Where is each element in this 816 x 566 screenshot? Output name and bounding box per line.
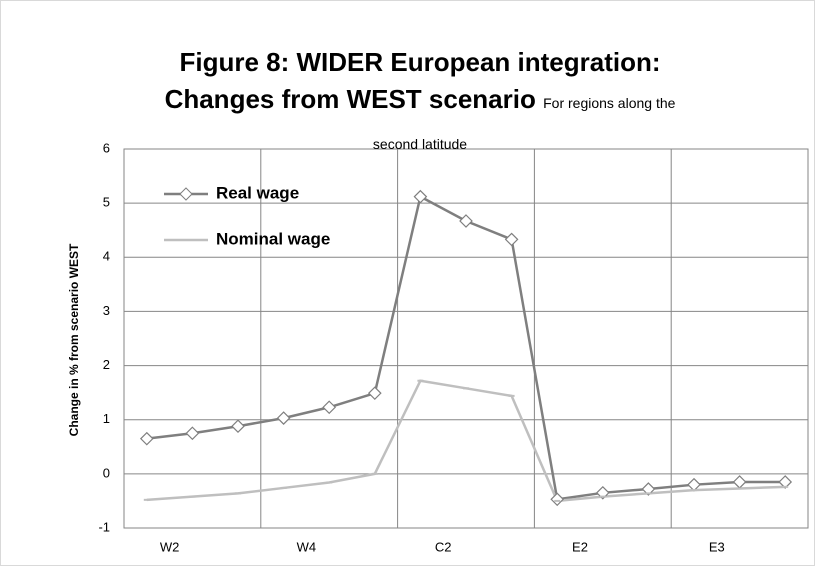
y-tick-label: 1 [103,411,110,426]
legend-marker [179,187,193,201]
y-tick-label: 6 [103,140,110,155]
y-tick-label: 0 [103,465,110,480]
x-tick-label: W4 [297,539,317,554]
data-point [778,475,793,489]
y-tick-label: 2 [103,357,110,372]
chart-subtitle: For regions along the second latitude [372,95,676,152]
data-point [139,431,154,446]
chart-title-block: Figure 8: WIDER European integration: Ch… [150,44,690,163]
legend-label: Real wage [216,183,299,202]
data-point [641,482,656,496]
y-tick-label: -1 [98,519,110,534]
data-point [367,386,382,401]
y-tick-label: 5 [103,195,110,210]
data-point [231,419,245,434]
plot-border [123,148,809,529]
data-point [504,232,519,247]
data-point [276,411,291,425]
data-point [550,492,565,507]
x-tick-label: E2 [572,539,588,554]
y-tick-label: 3 [103,303,110,318]
legend-label: Nominal wage [216,229,330,248]
data-point [413,189,428,204]
data-point [732,475,747,489]
x-tick-label: W2 [160,539,180,554]
x-tick-label: C2 [435,539,452,554]
data-point [459,214,473,228]
chart-title: Figure 8: WIDER European integration: Ch… [164,47,661,114]
data-point [185,426,200,441]
data-point [322,400,337,415]
y-axis-label: Change in % from scenario WEST [67,243,81,436]
x-tick-label: E3 [709,539,725,554]
y-tick-label: 4 [103,249,110,264]
